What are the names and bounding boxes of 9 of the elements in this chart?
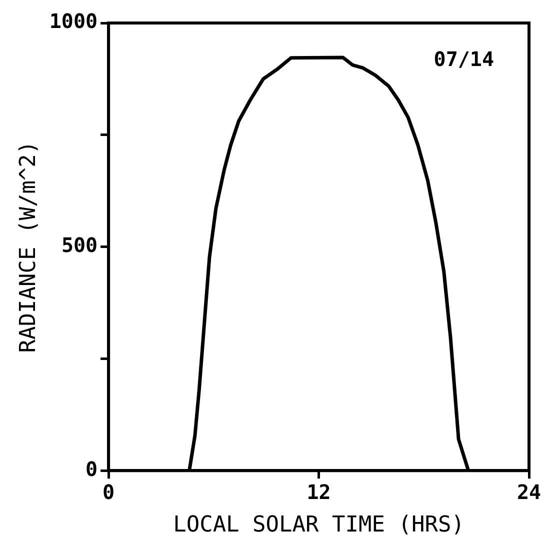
- y-tick-label: 500: [61, 233, 98, 258]
- x-tick-label: 0: [102, 480, 115, 504]
- y-axis-title: RADIANCE (W/m^2): [16, 140, 41, 353]
- annotation: 07/14: [434, 47, 494, 72]
- x-axis-title: LOCAL SOLAR TIME (HRS): [173, 512, 464, 538]
- y-tick-label: 1000: [49, 9, 98, 34]
- y-tick-label: 0: [86, 456, 98, 481]
- x-tick-label: 12: [306, 480, 331, 504]
- x-tick-label: 24: [516, 480, 542, 504]
